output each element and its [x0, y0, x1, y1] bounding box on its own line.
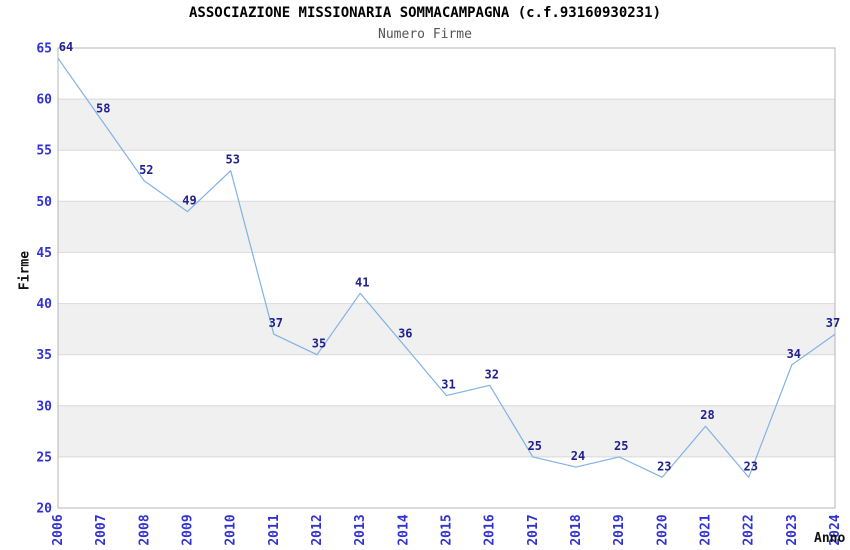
point-label: 35 [312, 337, 326, 351]
x-tick-label: 2009 [181, 514, 196, 545]
series-line [57, 57, 836, 478]
chart-title: ASSOCIAZIONE MISSIONARIA SOMMACAMPAGNA (… [188, 5, 661, 21]
plot-band [58, 405, 835, 457]
x-tick-label: 2014 [396, 514, 411, 545]
y-tick-label: 55 [36, 144, 52, 159]
plot-band [58, 303, 835, 355]
y-tick-label: 60 [36, 93, 52, 108]
point-label: 34 [787, 347, 801, 361]
y-tick-label: 65 [36, 42, 52, 57]
x-tick-label: 2015 [440, 514, 455, 545]
chart-subtitle: Numero Firme [378, 27, 472, 42]
y-tick-label: 25 [36, 450, 52, 465]
x-tick-label: 2024 [828, 514, 843, 545]
x-tick-label: 2021 [699, 514, 714, 545]
x-tick-label: 2011 [267, 514, 282, 545]
y-tick-label: 20 [36, 502, 52, 517]
x-axis-title: Anno [814, 531, 846, 546]
plot-border [57, 47, 836, 509]
point-label: 52 [139, 163, 153, 177]
point-label: 28 [700, 408, 714, 422]
x-tick-label: 2022 [742, 514, 757, 545]
x-tick-label: 2019 [612, 514, 627, 545]
y-tick-label: 30 [36, 399, 52, 414]
point-label: 25 [614, 439, 628, 453]
point-label: 23 [657, 459, 671, 473]
x-tick-label: 2012 [310, 514, 325, 545]
point-label: 37 [826, 316, 840, 330]
plot-band [58, 99, 835, 151]
y-tick-label: 50 [36, 195, 52, 210]
x-tick-label: 2017 [526, 514, 541, 545]
plot-band [58, 201, 835, 253]
y-tick-label: 45 [36, 246, 52, 261]
x-tick-label: 2010 [224, 514, 239, 545]
point-label: 24 [571, 449, 585, 463]
x-tick-label: 2023 [785, 514, 800, 545]
x-tick-label: 2006 [51, 514, 66, 545]
y-tick-label: 35 [36, 348, 52, 363]
point-label: 32 [484, 367, 498, 381]
point-label: 58 [96, 102, 110, 116]
point-label: 36 [398, 326, 412, 340]
point-label: 31 [441, 378, 455, 392]
point-label: 23 [743, 459, 757, 473]
x-tick-label: 2016 [483, 514, 498, 545]
point-label: 37 [269, 316, 283, 330]
point-label: 25 [528, 439, 542, 453]
x-tick-label: 2008 [137, 514, 152, 545]
point-label: 53 [225, 153, 239, 167]
x-tick-label: 2020 [655, 514, 670, 545]
y-axis-title: Firme [17, 250, 33, 291]
x-tick-label: 2007 [94, 514, 109, 545]
point-label: 49 [182, 194, 196, 208]
x-tick-label: 2018 [569, 514, 584, 545]
point-label: 64 [59, 40, 73, 54]
y-tick-label: 40 [36, 297, 52, 312]
point-label: 41 [355, 275, 369, 289]
x-tick-label: 2013 [353, 514, 368, 545]
